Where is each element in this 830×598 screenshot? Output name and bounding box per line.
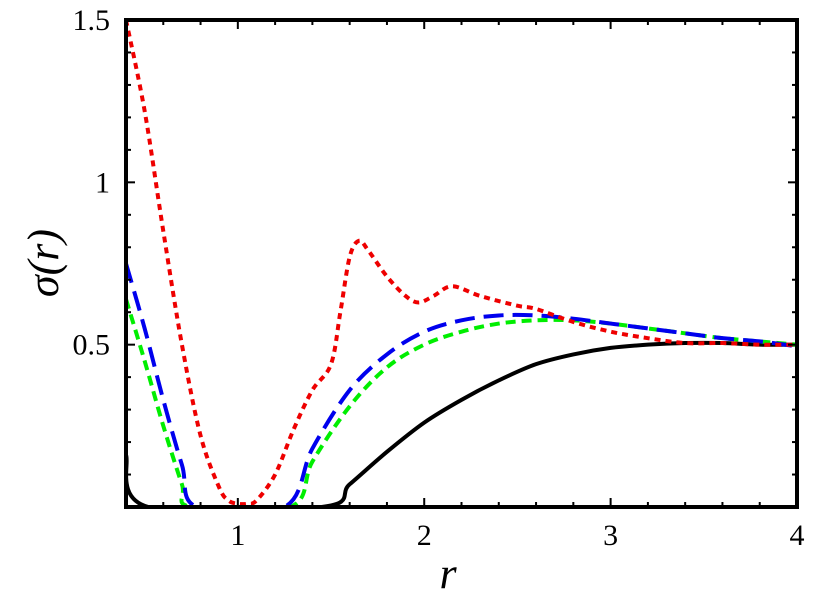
x-tick-labels: 1 2 3 4 [230, 519, 804, 552]
plot-lines [126, 19, 797, 507]
series-blue-long-dashed [126, 262, 797, 507]
axis-ticks [125, 19, 798, 507]
y-tick-label: 0.5 [73, 329, 111, 362]
y-tick-labels: 0.5 1 1.5 [73, 4, 111, 362]
series-black-solid [126, 340, 797, 507]
x-tick-label: 1 [230, 519, 245, 552]
x-tick-label: 3 [603, 519, 618, 552]
x-tick-label: 4 [790, 519, 805, 552]
y-axis-title: σ(r) [19, 229, 68, 297]
series-red-dotted [126, 19, 797, 507]
x-tick-label: 2 [417, 519, 432, 552]
y-tick-label: 1.5 [73, 4, 111, 37]
series-green-dashed [126, 298, 797, 507]
y-tick-label: 1 [95, 166, 110, 199]
x-axis-title: r [439, 549, 457, 598]
plot-frame [124, 18, 799, 509]
